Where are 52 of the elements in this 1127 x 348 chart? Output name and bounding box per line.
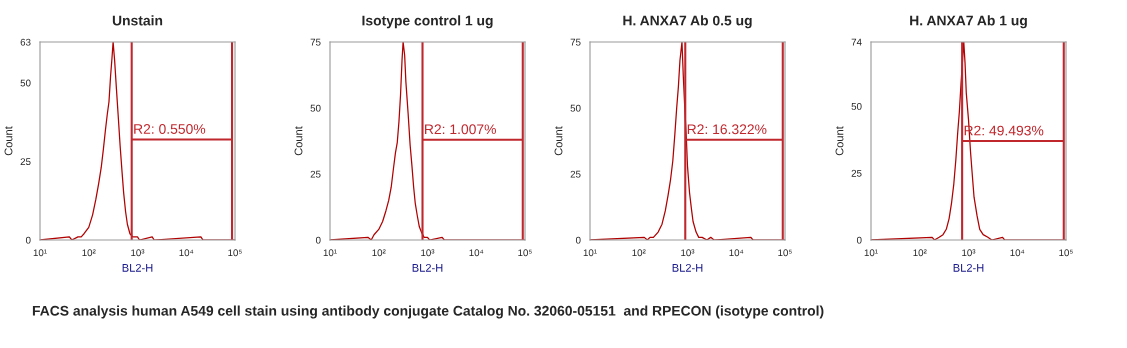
x-axis-title: BL2-H	[672, 263, 703, 272]
text: FACS analysis human A549 cell stain using antibody conjugate Catalog No. 32060-05151 and RPECON (isotype control)	[32, 305, 824, 319]
x-tick-label: 10⁴	[179, 249, 194, 257]
y-tick-label: 25	[570, 170, 581, 178]
y-tick-label: 75	[570, 38, 581, 46]
y-tick-label: 0	[575, 236, 581, 244]
annotation: R2: 16.322%	[687, 124, 767, 135]
y-tick-label: 0	[315, 236, 321, 244]
x-tick-label: 10⁵	[228, 249, 242, 257]
y-tick-label: 25	[310, 170, 321, 178]
x-tick-label: 10¹	[864, 249, 878, 257]
x-axis-title: BL2-H	[122, 263, 153, 272]
y-tick-label: 50	[310, 104, 321, 112]
x-tick-label: 10⁵	[518, 249, 532, 257]
x-tick-label: 10³	[962, 249, 976, 257]
chart-title: Isotype control 1 ug	[362, 15, 493, 29]
y-tick-label: 50	[20, 79, 31, 87]
annotation: R2: 0.550%	[134, 124, 206, 134]
x-tick-label: 10⁴	[729, 249, 744, 257]
x-tick-label: 10²	[372, 249, 386, 257]
y-axis-title: Count	[835, 126, 844, 156]
y-tick-label: 63	[20, 38, 31, 46]
x-tick-label: 10³	[421, 249, 435, 257]
y-axis-title: Count	[4, 126, 13, 156]
y-axis-title: Count	[554, 126, 563, 156]
y-tick-label: 25	[20, 158, 31, 166]
x-tick-label: 10²	[82, 249, 96, 257]
chart-title: H. ANXA7 Ab 0.5 ug	[623, 15, 752, 29]
x-axis-title: BL2-H	[953, 263, 984, 272]
y-axis-title: Count	[294, 126, 303, 156]
x-tick-label: 10⁴	[1010, 249, 1025, 257]
x-tick-label: 10¹	[33, 249, 47, 257]
annotation: R2: 1.007%	[425, 124, 496, 135]
x-tick-label: 10²	[913, 249, 927, 257]
x-axis-title: BL2-H	[412, 263, 443, 272]
y-tick-label: 50	[851, 102, 862, 110]
y-tick-label: 74	[851, 38, 862, 46]
y-tick-label: 25	[851, 169, 862, 177]
x-tick-label: 10³	[681, 249, 695, 257]
x-tick-label: 10⁴	[469, 249, 484, 257]
x-tick-label: 10⁵	[1059, 249, 1073, 257]
x-tick-label: 10¹	[323, 249, 337, 257]
x-tick-label: 10³	[131, 249, 145, 257]
y-tick-label: 0	[856, 236, 862, 244]
chart-title: H. ANXA7 Ab 1 ug	[910, 15, 1027, 29]
y-tick-label: 75	[310, 38, 321, 46]
y-tick-label: 0	[25, 236, 31, 244]
chart-title: Unstain	[112, 15, 163, 26]
x-tick-label: 10²	[632, 249, 646, 257]
x-tick-label: 10⁵	[778, 249, 792, 257]
x-tick-label: 10¹	[583, 249, 597, 257]
y-tick-label: 50	[570, 104, 581, 112]
